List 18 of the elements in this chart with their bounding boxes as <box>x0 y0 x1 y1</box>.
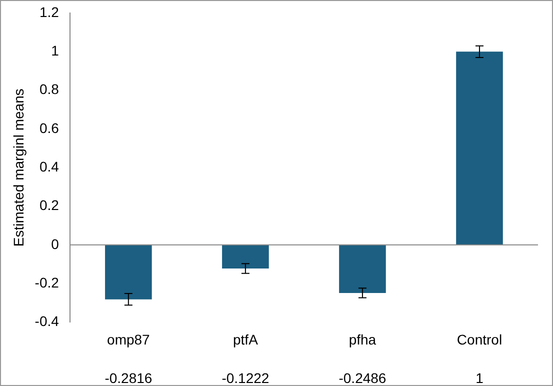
y-tick-label: 0.6 <box>39 120 60 136</box>
data-label: -0.2486 <box>338 370 386 386</box>
y-tick-label: 1.2 <box>39 4 60 20</box>
y-axis-title: Estimated marginl means <box>10 88 26 247</box>
y-tick-label: 0.2 <box>39 197 60 214</box>
y-tick-label: 0.8 <box>39 81 60 98</box>
x-tick-label: omp87 <box>107 331 150 348</box>
y-tick-label: -0.2 <box>34 274 60 290</box>
data-label: 1 <box>476 370 484 386</box>
x-tick-label: pfha <box>348 331 376 348</box>
x-tick-label: ptfA <box>233 331 259 348</box>
data-label: -0.2816 <box>104 370 152 386</box>
data-label: -0.1222 <box>222 370 270 386</box>
y-tick-label: 0.4 <box>39 158 60 174</box>
y-tick-label: 0 <box>51 236 60 252</box>
y-tick-label: 1 <box>51 42 60 59</box>
x-tick-label: Control <box>456 331 502 348</box>
y-tick-label: -0.4 <box>34 313 60 330</box>
